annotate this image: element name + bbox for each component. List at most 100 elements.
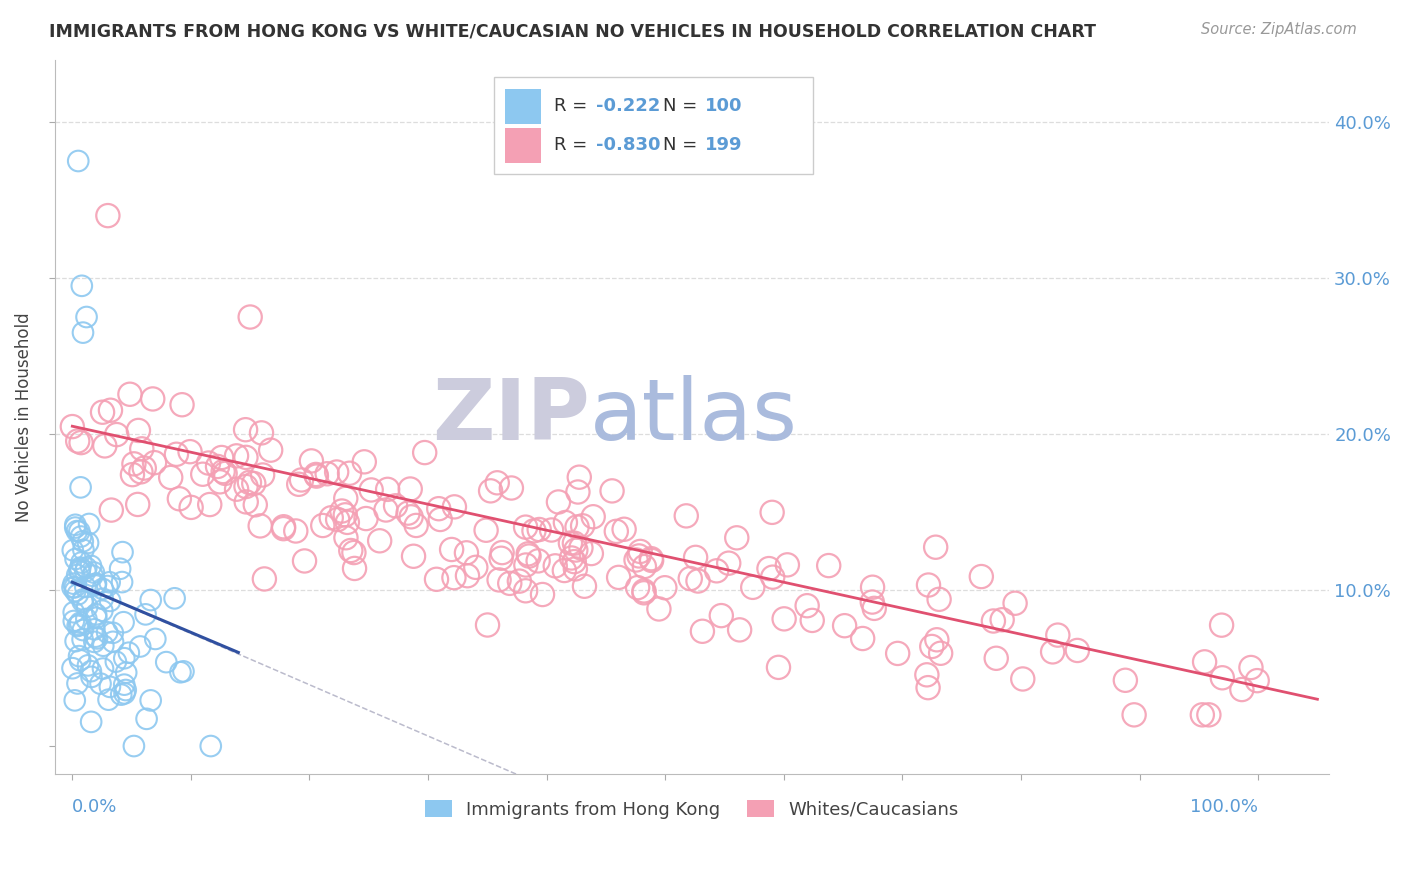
Point	[924, 540, 946, 554]
Point	[235, 479, 257, 493]
Point	[440, 542, 463, 557]
Point	[75, 561, 97, 575]
Point	[553, 564, 575, 578]
Point	[63, 580, 86, 594]
Point	[83, 566, 105, 580]
Point	[100, 503, 122, 517]
Point	[142, 392, 165, 406]
Point	[928, 592, 950, 607]
Point	[70, 435, 93, 450]
Point	[554, 516, 576, 530]
Point	[917, 681, 939, 695]
Point	[834, 618, 856, 632]
Point	[67, 563, 90, 577]
Point	[273, 522, 295, 536]
Point	[499, 576, 522, 591]
Point	[1011, 672, 1033, 686]
Point	[91, 639, 114, 653]
Point	[249, 519, 271, 533]
Point	[501, 481, 523, 495]
Point	[425, 572, 447, 586]
Point	[675, 508, 697, 523]
Point	[986, 651, 1008, 665]
Point	[339, 467, 361, 481]
Point	[225, 482, 247, 496]
Point	[633, 559, 655, 574]
Point	[399, 482, 422, 496]
Text: 199: 199	[704, 136, 742, 154]
Point	[62, 605, 84, 619]
Point	[768, 660, 790, 674]
Point	[456, 568, 478, 582]
Point	[80, 558, 103, 573]
Point	[335, 531, 357, 545]
Point	[72, 594, 94, 608]
Point	[817, 558, 839, 573]
Point	[477, 618, 499, 632]
Point	[111, 545, 134, 559]
Point	[72, 326, 94, 340]
Point	[273, 520, 295, 534]
Text: 0.0%: 0.0%	[72, 797, 118, 815]
Point	[75, 580, 97, 594]
Point	[135, 607, 157, 622]
Point	[65, 552, 87, 566]
Point	[325, 465, 347, 479]
Point	[413, 445, 436, 459]
Text: N =: N =	[662, 97, 703, 115]
Point	[91, 604, 114, 618]
Point	[706, 564, 728, 578]
Point	[235, 423, 257, 437]
Point	[886, 647, 908, 661]
Point	[1198, 707, 1220, 722]
Point	[66, 587, 89, 601]
Point	[104, 655, 127, 669]
Point	[547, 495, 569, 509]
Point	[101, 625, 124, 640]
Point	[118, 646, 141, 660]
Point	[527, 523, 550, 537]
Point	[562, 555, 585, 569]
Point	[69, 653, 91, 667]
Point	[252, 467, 274, 482]
Point	[299, 454, 322, 468]
Point	[191, 467, 214, 482]
Point	[250, 425, 273, 440]
FancyBboxPatch shape	[505, 128, 541, 163]
Point	[399, 509, 422, 524]
Point	[69, 560, 91, 574]
Point	[540, 523, 562, 537]
Text: ZIP: ZIP	[432, 376, 591, 458]
Point	[169, 491, 191, 506]
Point	[360, 483, 382, 497]
Point	[66, 434, 89, 448]
Point	[852, 632, 875, 646]
Point	[253, 572, 276, 586]
Point	[69, 480, 91, 494]
Point	[84, 611, 107, 625]
Point	[112, 615, 135, 630]
Point	[479, 483, 502, 498]
Point	[66, 676, 89, 690]
Point	[80, 714, 103, 729]
Point	[508, 574, 530, 588]
Point	[568, 470, 591, 484]
Point	[648, 602, 671, 616]
Point	[82, 568, 104, 582]
Point	[67, 649, 90, 664]
Point	[134, 461, 156, 475]
Point	[208, 475, 231, 489]
Point	[377, 483, 399, 497]
Point	[170, 398, 193, 412]
Point	[375, 503, 398, 517]
Point	[72, 623, 94, 637]
Point	[628, 544, 651, 558]
Point	[336, 516, 359, 530]
Point	[76, 310, 98, 324]
Point	[560, 536, 582, 550]
Point	[290, 473, 312, 487]
Point	[70, 530, 93, 544]
Point	[72, 534, 94, 549]
Point	[456, 546, 478, 560]
Point	[627, 581, 650, 595]
